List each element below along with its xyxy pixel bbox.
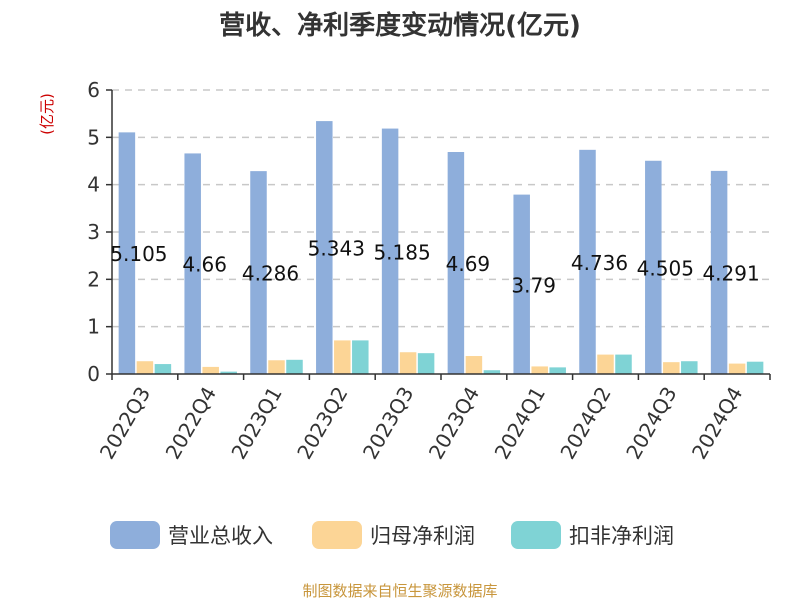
legend-label: 归母净利润: [370, 524, 475, 548]
axes: [106, 89, 771, 380]
bar-1: [579, 149, 596, 374]
bar-2: [465, 356, 483, 374]
tick-labels: 0 1 2 3 4 5 6: [87, 78, 100, 386]
bar-2: [136, 361, 154, 374]
bar-2: [728, 363, 746, 374]
data-label: 5.105: [110, 242, 167, 266]
y-tick-label: 6: [87, 78, 100, 102]
y-tick-label: 0: [87, 362, 100, 386]
bar-2: [268, 360, 285, 374]
x-tick-label: 2023Q4: [424, 383, 484, 464]
x-tick-label: 2023Q3: [358, 383, 418, 464]
y-tick-label: 4: [87, 173, 100, 197]
x-tick-label: 2023Q2: [292, 383, 352, 464]
data-labels: 5.105 4.66 4.286 5.343 5.185 4.69 3.79 4.736 4.5…: [110, 237, 759, 298]
bar-3: [154, 364, 172, 374]
legend-label: 营业总收入: [168, 524, 273, 548]
legend: 营业总收入 归母净利润 扣非净利润: [110, 521, 674, 549]
x-tick-label: 2022Q4: [161, 383, 221, 464]
data-label: 5.185: [373, 240, 430, 264]
bar-1: [513, 194, 530, 374]
bar-2: [663, 362, 680, 374]
data-label: 4.66: [182, 253, 227, 277]
bar-3: [417, 353, 435, 374]
x-tick-label: 2024Q4: [687, 383, 747, 464]
data-label: 4.505: [637, 256, 694, 280]
y-axis-unit: (亿元): [38, 93, 56, 135]
data-label: 4.286: [242, 262, 299, 286]
bar-1: [447, 152, 465, 374]
x-tick-label: 2024Q3: [621, 383, 681, 464]
bar-3: [549, 367, 566, 374]
x-tick-label: 2022Q3: [95, 383, 155, 464]
bar-1: [381, 128, 399, 374]
y-tick-label: 1: [87, 315, 100, 339]
bar-3: [352, 340, 369, 374]
bar-3: [483, 370, 501, 374]
data-label: 4.736: [571, 251, 628, 275]
bar-1: [316, 121, 333, 375]
y-tick-label: 5: [87, 125, 100, 149]
bar-2: [597, 354, 614, 374]
y-tick-label: 2: [87, 267, 100, 291]
bar-2: [334, 340, 351, 374]
bar-1: [645, 160, 662, 374]
y-tick-label: 3: [87, 220, 100, 244]
bar-2: [399, 352, 417, 374]
chart-title: 营收、净利季度变动情况(亿元): [219, 10, 581, 41]
data-label: 4.291: [702, 261, 759, 285]
bar-3: [615, 354, 632, 374]
legend-label: 扣非净利润: [569, 524, 674, 548]
bar-3: [681, 361, 698, 374]
bars: [118, 121, 764, 375]
legend-swatch: [511, 521, 561, 549]
bar-3: [220, 371, 237, 374]
data-label: 4.69: [446, 252, 491, 276]
grid-lines: [112, 89, 770, 328]
source-note: 制图数据来自恒生聚源数据库: [302, 582, 497, 600]
bar-1: [118, 132, 136, 374]
bar-1: [710, 170, 728, 374]
data-label: 5.343: [308, 237, 365, 261]
bar-2: [531, 366, 548, 374]
bar-1: [184, 153, 201, 374]
bar-3: [746, 361, 764, 374]
legend-swatch: [312, 521, 362, 549]
bar-1: [250, 171, 267, 374]
x-tick-label: 2024Q1: [490, 383, 550, 464]
x-tick-labels: 2022Q3 2022Q4 2023Q1 2023Q2 2023Q3 2023Q4 2024…: [95, 383, 748, 464]
data-label: 3.79: [511, 273, 556, 297]
bar-3: [286, 359, 303, 374]
x-tick-label: 2024Q2: [555, 383, 615, 464]
bar-2: [202, 366, 219, 374]
legend-swatch: [110, 521, 160, 549]
x-tick-label: 2023Q1: [226, 383, 286, 464]
